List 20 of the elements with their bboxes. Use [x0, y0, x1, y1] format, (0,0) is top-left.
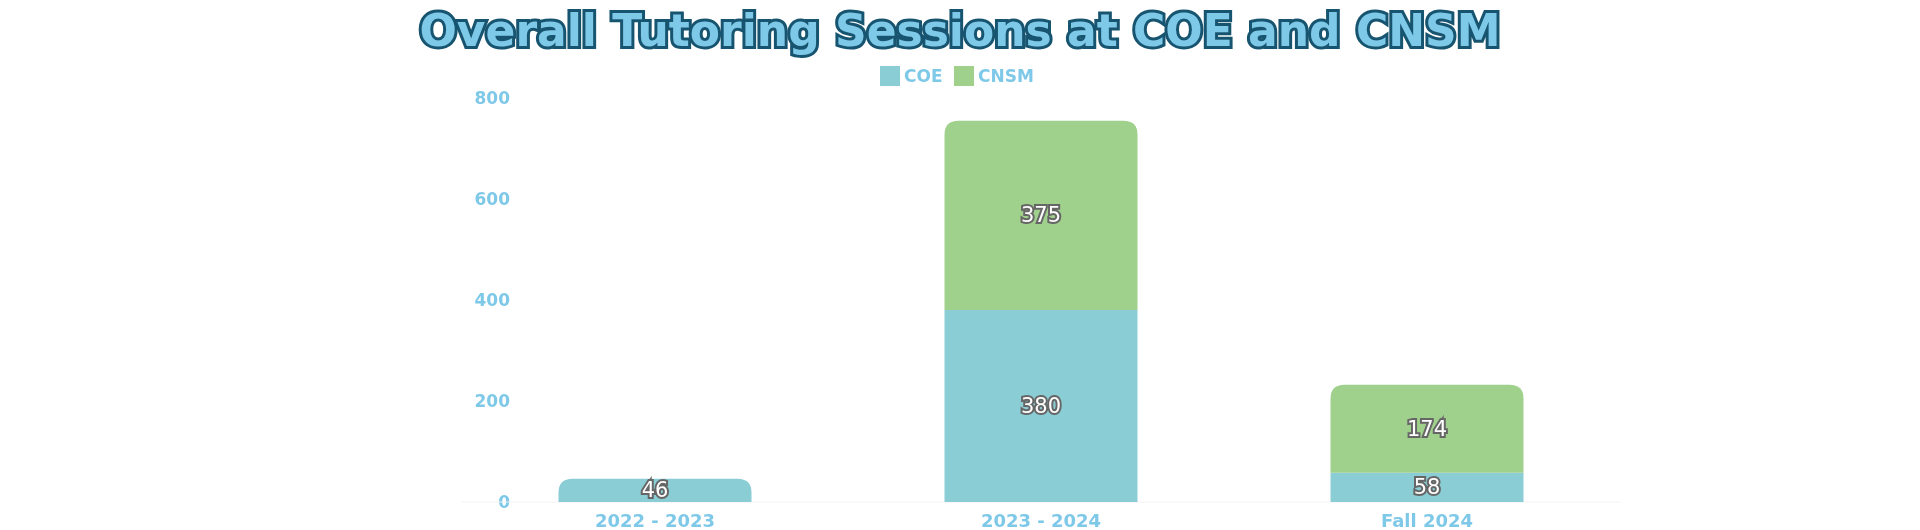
y-tick-label: 0: [498, 492, 511, 512]
y-tick-label: 400: [474, 290, 511, 310]
bar: [944, 310, 1138, 502]
y-tick-label: 600: [474, 189, 511, 209]
y-tick-label: 200: [474, 391, 511, 411]
y-tick-label: 800: [474, 88, 511, 108]
data-label: 375: [1020, 203, 1062, 228]
bar: [944, 120, 1138, 311]
legend-label: CNSM: [978, 66, 1034, 86]
data-label: 58: [1413, 475, 1441, 500]
x-tick-label: Fall 2024: [1380, 509, 1474, 530]
x-tick-label: 2022 - 2023: [594, 509, 716, 530]
legend-label: COE: [904, 66, 943, 86]
bar: [1330, 384, 1524, 473]
data-label: 380: [1020, 394, 1062, 419]
chart-title: Overall Tutoring Sessions at COE and CNSM: [419, 4, 1501, 56]
x-tick-label: 2023 - 2024: [980, 509, 1102, 530]
bar: [1330, 472, 1524, 502]
data-label: 174: [1406, 416, 1448, 441]
data-label: 46: [641, 478, 669, 503]
